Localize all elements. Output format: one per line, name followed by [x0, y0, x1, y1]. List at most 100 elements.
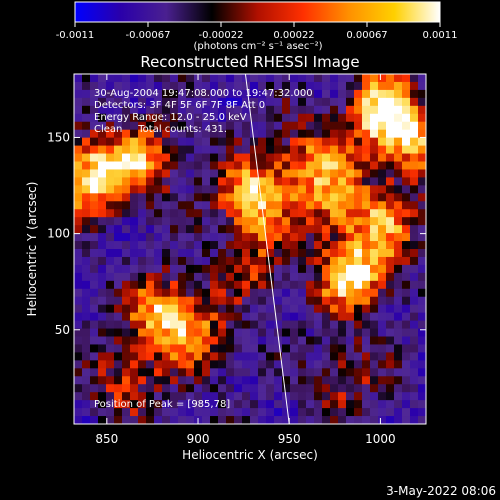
heatmap-cell: [154, 137, 163, 147]
heatmap-cell: [418, 137, 426, 147]
heatmap-cell: [234, 81, 243, 91]
heatmap-cell: [130, 137, 139, 147]
heatmap-cell: [322, 416, 331, 424]
heatmap-cell: [162, 328, 171, 338]
heatmap-cell: [394, 304, 403, 314]
heatmap-cell: [138, 161, 147, 171]
heatmap-cell: [378, 392, 387, 401]
heatmap-cell: [82, 320, 91, 330]
heatmap-cell: [170, 352, 179, 361]
heatmap-cell: [178, 384, 187, 393]
heatmap-cell: [338, 169, 347, 179]
heatmap-cell: [290, 225, 299, 234]
heatmap-cell: [154, 169, 163, 179]
heatmap-cell: [194, 280, 203, 290]
heatmap-cell: [298, 320, 307, 330]
heatmap-cell: [418, 352, 426, 361]
heatmap-cell: [90, 320, 99, 330]
heatmap-cell: [122, 304, 131, 314]
heatmap-cell: [130, 129, 139, 139]
heatmap-cell: [210, 280, 219, 290]
heatmap-cell: [90, 304, 99, 314]
heatmap-cell: [362, 288, 371, 298]
heatmap-cell: [98, 113, 107, 123]
heatmap-cell: [90, 209, 99, 218]
heatmap-cell: [122, 320, 131, 330]
heatmap-cell: [314, 336, 323, 346]
heatmap-cell: [322, 201, 331, 210]
heatmap-cell: [346, 320, 355, 330]
heatmap-cell: [194, 336, 203, 346]
heatmap-cell: [74, 408, 83, 417]
heatmap-cell: [386, 137, 395, 147]
heatmap-cell: [114, 264, 123, 274]
heatmap-cell: [138, 312, 147, 322]
heatmap-cell: [314, 97, 323, 107]
heatmap-cell: [258, 408, 267, 417]
heatmap-cell: [298, 161, 307, 171]
heatmap-cell: [82, 256, 91, 266]
heatmap-cell: [418, 74, 426, 83]
heatmap-cell: [202, 129, 211, 139]
colorbar-ticks: -0.0011 -0.00067 -0.00022 0.00022 0.00067 0.0…: [56, 22, 458, 41]
heatmap-cell: [202, 336, 211, 346]
heatmap-cell: [314, 185, 323, 194]
heatmap-cell: [82, 264, 91, 274]
heatmap-cell: [130, 280, 139, 290]
heatmap-cell: [90, 344, 99, 354]
heatmap-cell: [202, 288, 211, 298]
heatmap-cell: [410, 368, 419, 377]
heatmap-cell: [186, 161, 195, 171]
heatmap-cell: [90, 328, 99, 338]
heatmap-cell: [194, 408, 203, 417]
heatmap-cell: [106, 416, 115, 424]
heatmap-cell: [202, 169, 211, 179]
heatmap-cell: [354, 376, 363, 385]
heatmap-cell: [258, 161, 267, 171]
heatmap-cell: [82, 336, 91, 346]
heatmap-cell: [370, 209, 379, 218]
heatmap-cell: [354, 304, 363, 314]
heatmap-cell: [138, 336, 147, 346]
heatmap-cell: [250, 344, 259, 354]
heatmap-cell: [74, 400, 83, 409]
heatmap-cell: [266, 288, 275, 298]
heatmap-cell: [178, 137, 187, 147]
heatmap-cell: [282, 169, 291, 179]
heatmap-cell: [330, 209, 339, 218]
heatmap-cell: [370, 161, 379, 171]
heatmap-cell: [362, 280, 371, 290]
heatmap-cell: [250, 296, 259, 306]
heatmap-cell: [98, 185, 107, 194]
heatmap-cell: [242, 264, 251, 274]
heatmap-cell: [218, 400, 227, 409]
heatmap-cell: [266, 74, 275, 83]
heatmap-cell: [226, 296, 235, 306]
heatmap-cell: [138, 249, 147, 258]
heatmap-cell: [290, 304, 299, 314]
heatmap-cell: [402, 145, 411, 155]
heatmap-cell: [402, 177, 411, 186]
heatmap-cell: [394, 368, 403, 377]
heatmap-cell: [82, 145, 91, 155]
heatmap-cell: [298, 392, 307, 401]
heatmap-cell: [314, 344, 323, 354]
heatmap-cell: [234, 336, 243, 346]
heatmap-cell: [82, 233, 91, 242]
heatmap-cell: [202, 137, 211, 147]
heatmap-cell: [330, 272, 339, 282]
heatmap-cell: [114, 233, 123, 242]
heatmap-cell: [362, 312, 371, 322]
heatmap-cell: [170, 233, 179, 242]
heatmap-cell: [410, 304, 419, 314]
heatmap-cell: [362, 336, 371, 346]
heatmap-cell: [178, 328, 187, 338]
plot-frame: [73, 73, 427, 425]
heatmap-cell: [74, 304, 83, 314]
heatmap-cell: [98, 161, 107, 171]
heatmap-cell: [98, 105, 107, 115]
heatmap-cell: [186, 312, 195, 322]
heatmap-cell: [258, 249, 267, 258]
heatmap-cell: [330, 320, 339, 330]
heatmap-cell: [138, 320, 147, 330]
